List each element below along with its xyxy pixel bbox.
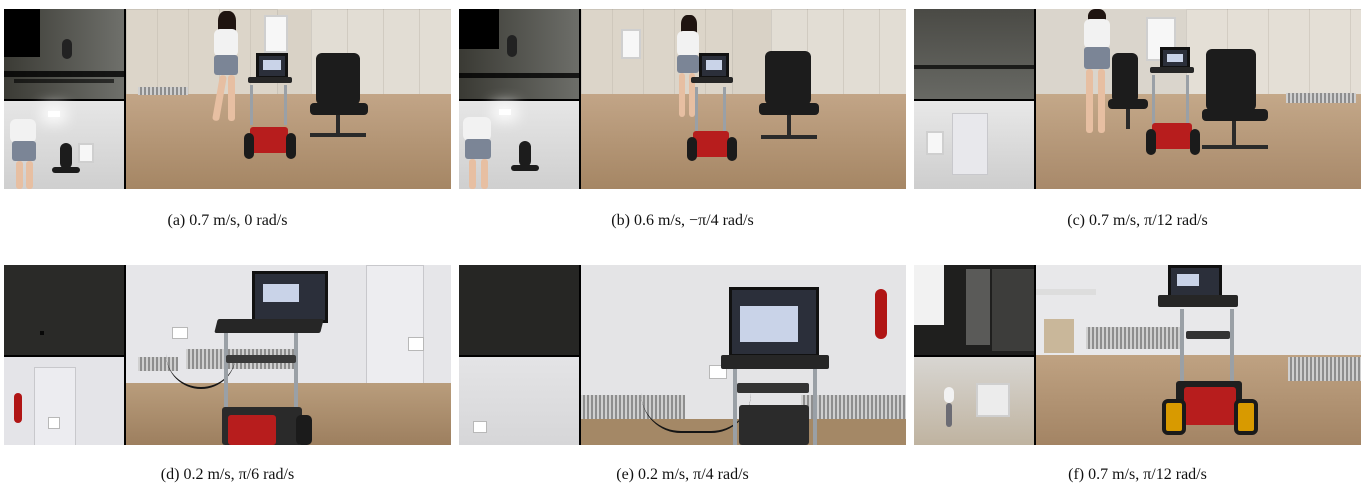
- photo-f: [914, 265, 1361, 445]
- photo-e: [459, 265, 906, 445]
- rgb-main-d: [124, 265, 451, 445]
- rgb-inset-a: [4, 99, 124, 189]
- photo-a: [4, 9, 451, 189]
- rgb-inset-f: [914, 355, 1034, 445]
- caption-b: (b) 0.6 m/s, −π/4 rad/s: [611, 212, 754, 229]
- caption-f: (f) 0.7 m/s, π/12 rad/s: [1068, 466, 1207, 483]
- caption-d: (d) 0.2 m/s, π/6 rad/s: [160, 466, 295, 483]
- rgb-inset-c: [914, 99, 1034, 189]
- depth-map-f: [914, 265, 1034, 355]
- rgb-main-a: [124, 9, 451, 189]
- rgb-main-f: [1034, 265, 1361, 445]
- rgb-inset-e: [459, 355, 579, 445]
- depth-map-c: [914, 9, 1034, 99]
- rgb-main-b: [579, 9, 906, 189]
- rgb-main-c: [1034, 9, 1361, 189]
- depth-map-a: [4, 9, 124, 99]
- photo-b: [459, 9, 906, 189]
- depth-map-e: [459, 265, 579, 355]
- depth-map-d: [4, 265, 124, 355]
- rgb-inset-d: [4, 355, 124, 445]
- caption-c: (c) 0.7 m/s, π/12 rad/s: [1067, 212, 1208, 229]
- photo-c: [914, 9, 1361, 189]
- depth-map-b: [459, 9, 579, 99]
- caption-e: (e) 0.2 m/s, π/4 rad/s: [616, 466, 749, 483]
- rgb-main-e: [579, 265, 906, 445]
- rgb-inset-b: [459, 99, 579, 189]
- caption-a: (a) 0.7 m/s, 0 rad/s: [167, 212, 288, 229]
- photo-d: [4, 265, 451, 445]
